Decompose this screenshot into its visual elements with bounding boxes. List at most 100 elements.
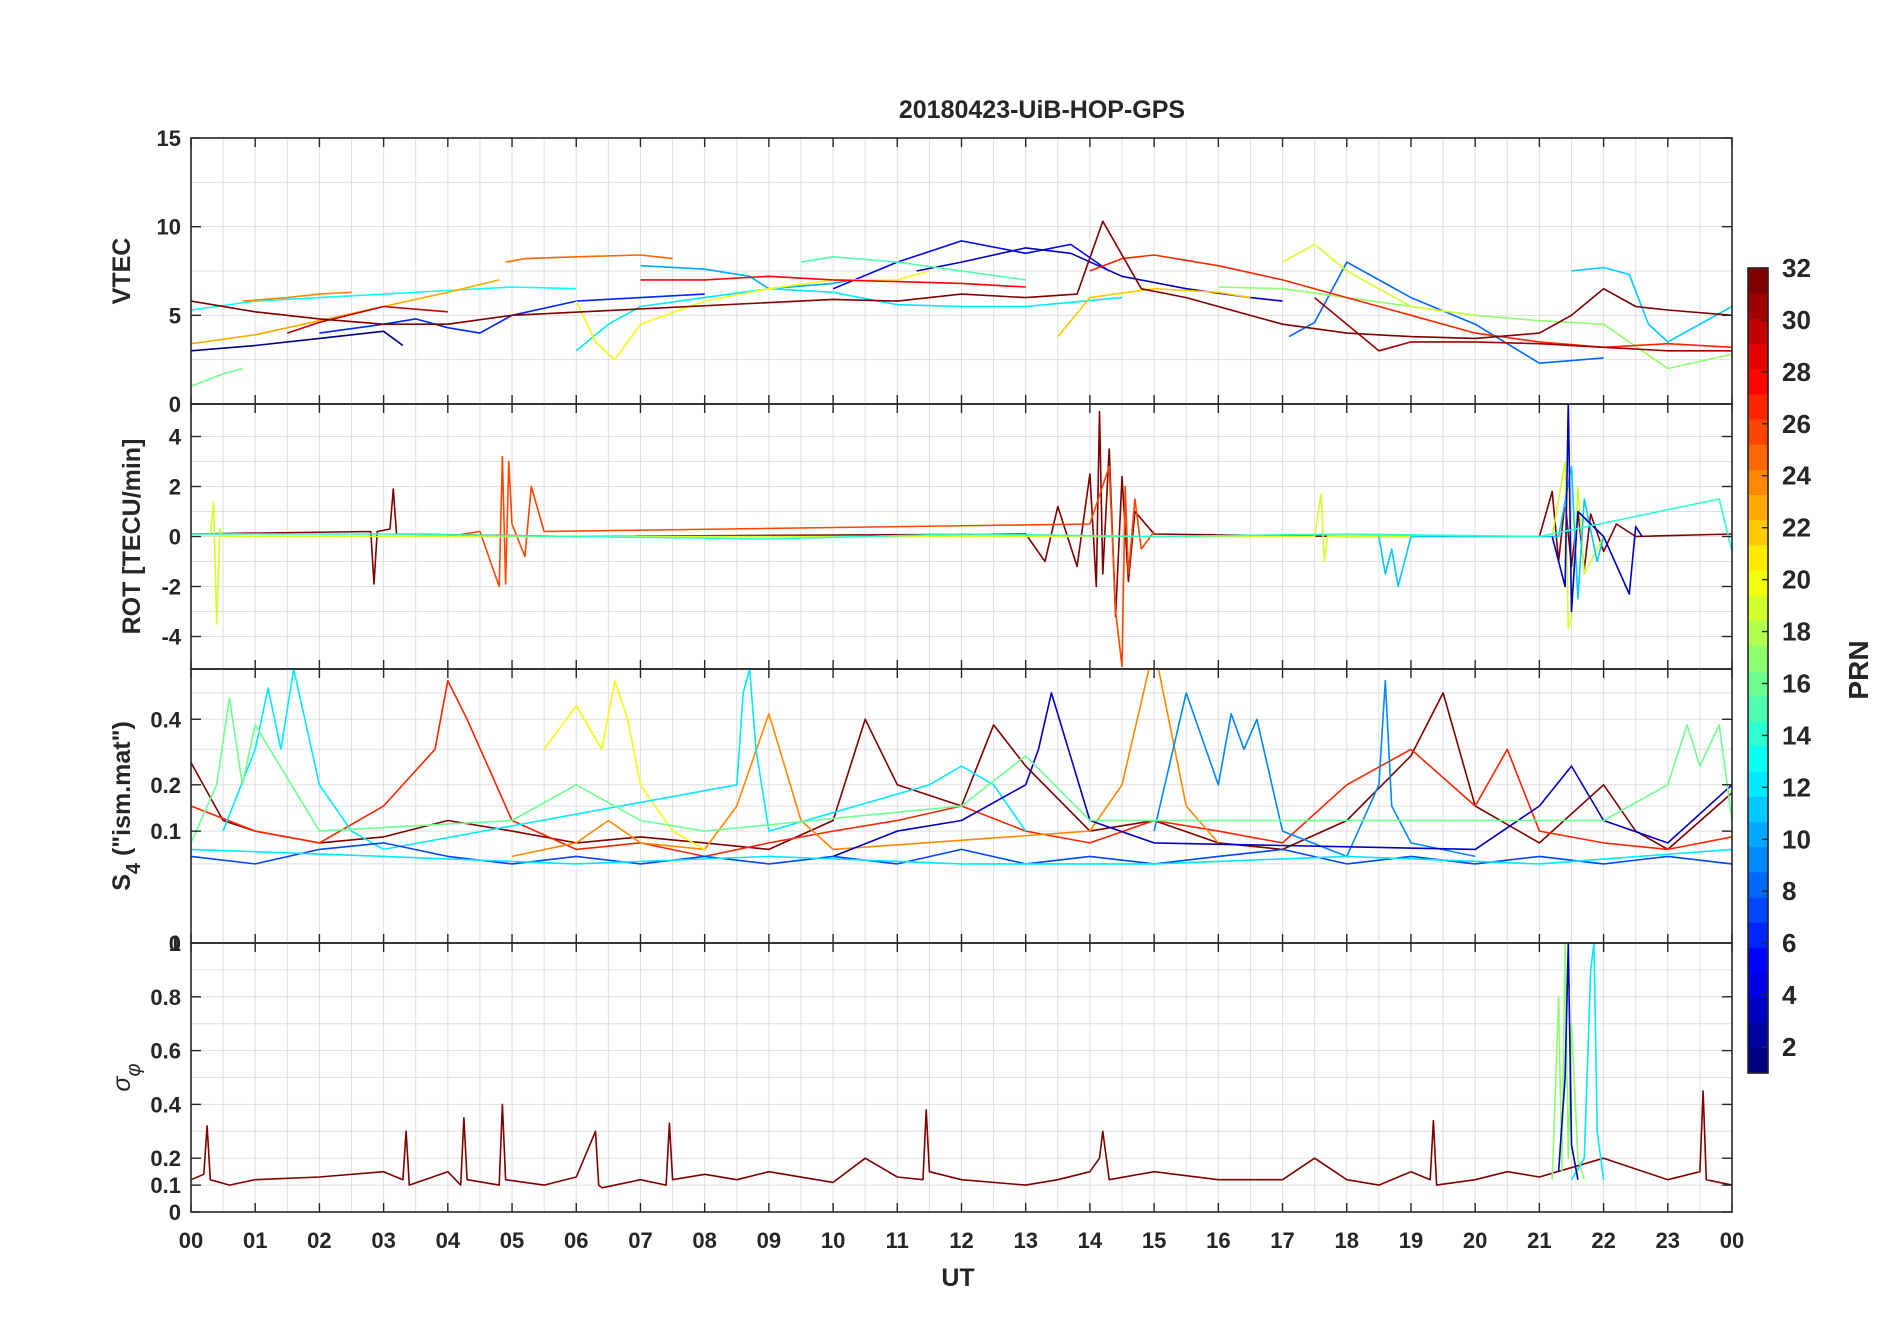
s4-series-prn-3 <box>832 692 1732 858</box>
x-tick-label: 00 <box>1720 1228 1744 1253</box>
x-tick-label: 14 <box>1078 1228 1103 1253</box>
x-tick-label: 00 <box>179 1228 203 1253</box>
s4-series-prn-12 <box>222 669 1027 851</box>
colorbar-tick-label: 28 <box>1782 357 1811 387</box>
sigma-y-tick-label-extra: 1 <box>169 931 181 956</box>
x-tick-label: 02 <box>307 1228 331 1253</box>
colorbar-segment <box>1748 670 1768 697</box>
colorbar-tick-label: 10 <box>1782 824 1811 854</box>
vtec-y-tick-label: 5 <box>169 303 181 328</box>
sigma-series-group <box>191 943 1732 1189</box>
vtec-series-prn-19 <box>1282 243 1476 317</box>
sigma-y-tick-label: 0 <box>169 1200 181 1225</box>
vtec-series-prn-10 <box>640 264 853 290</box>
rot-series-group <box>191 404 1732 668</box>
panel-s4: 0.1 0.2 0.4 0 S4 ("ism.mat") <box>108 668 1733 956</box>
colorbar-segment <box>1748 318 1768 345</box>
colorbar-tick-label: 6 <box>1782 928 1796 958</box>
vtec-y-tick-label: 0 <box>169 392 181 417</box>
colorbar-segment <box>1748 268 1768 294</box>
colorbar-tick-label: 16 <box>1782 668 1811 698</box>
colorbar-tick-label: 30 <box>1782 305 1811 335</box>
x-tick-label: 16 <box>1206 1228 1230 1253</box>
vtec-series-prn-8 <box>1288 261 1604 364</box>
s4-y-tick-label: 0.4 <box>150 707 181 732</box>
colorbar-tick-label: 12 <box>1782 772 1811 802</box>
x-tick-label: 13 <box>1013 1228 1037 1253</box>
colorbar-segment <box>1748 695 1768 722</box>
rot-series-prn-3 <box>1551 404 1643 613</box>
colorbar-segment <box>1748 1047 1768 1074</box>
sigma-series-prn-32 <box>191 1090 1732 1189</box>
vtec-series-prn-23 <box>191 279 500 345</box>
colorbar-segment <box>1748 393 1768 420</box>
s4-series-prn-7 <box>191 842 1732 865</box>
colorbar-segment <box>1748 771 1768 797</box>
colorbar-segment <box>1748 494 1768 521</box>
colorbar-tick-label: 8 <box>1782 876 1796 906</box>
s4-y-tick-label-extra: 0 <box>169 931 181 956</box>
x-tick-label: 21 <box>1527 1228 1551 1253</box>
x-tick-label: 07 <box>628 1228 652 1253</box>
colorbar-tick-label: 18 <box>1782 617 1811 647</box>
sigma-series-prn-12 <box>1570 943 1605 1181</box>
rot-y-axis-label: ROT [TECU/min] <box>118 439 146 635</box>
vtec-series-prn-15 <box>800 256 1026 281</box>
vtec-series-prn-28 <box>640 275 1026 288</box>
colorbar-segment <box>1748 720 1768 747</box>
sigma-y-tick-label: 0.4 <box>150 1092 181 1117</box>
x-tick-label: 03 <box>371 1228 395 1253</box>
x-tick-label: 12 <box>949 1228 973 1253</box>
vtec-series-prn-20 <box>575 270 930 361</box>
x-tick-label: 10 <box>821 1228 845 1253</box>
colorbar-segment <box>1748 519 1768 546</box>
x-tick-label: 11 <box>886 1228 909 1253</box>
colorbar-tick-label: 22 <box>1782 513 1811 543</box>
sigma-y-axis-label: σφ <box>108 1063 145 1091</box>
x-tick-label: 09 <box>757 1228 781 1253</box>
colorbar-segment <box>1748 368 1768 395</box>
colorbar-segment <box>1748 745 1768 772</box>
colorbar-segment <box>1748 544 1768 571</box>
colorbar-segment <box>1748 871 1768 898</box>
s4-y-tick-label: 0.1 <box>150 819 181 844</box>
vtec-series-prn-24 <box>242 291 352 302</box>
s4-series-prn-32 <box>191 692 1732 851</box>
colorbar-segment <box>1748 796 1768 823</box>
colorbar-tick-label: 32 <box>1782 253 1811 283</box>
panel-rot: -4 -2 0 2 4 ROT [TECU/min] <box>118 403 1733 670</box>
s4-y-axis-label: S4 ("ism.mat") <box>108 721 145 891</box>
vtec-series-prn-32 <box>191 220 1732 340</box>
s4-series-prn-9 <box>1153 679 1476 858</box>
vtec-series-prn-1 <box>191 330 404 352</box>
vtec-y-tick-label: 15 <box>157 126 181 151</box>
vtec-series-prn-5 <box>832 240 1110 290</box>
sigma-y-tick-label: 0.8 <box>150 985 181 1010</box>
colorbar-segment <box>1748 1022 1768 1049</box>
colorbar-tick-label: 20 <box>1782 565 1811 595</box>
vtec-series-prn-16 <box>191 367 243 388</box>
vtec-y-axis-label: VTEC <box>108 238 136 305</box>
x-tick-label: 18 <box>1335 1228 1359 1253</box>
colorbar-segment <box>1748 896 1768 923</box>
colorbar-label: PRN <box>1843 640 1874 699</box>
colorbar-tick-label: 14 <box>1782 720 1811 750</box>
colorbar-segment <box>1748 997 1768 1024</box>
colorbar-segment <box>1748 293 1768 319</box>
colorbar-tick-label: 4 <box>1782 980 1797 1010</box>
s4-series-prn-12 <box>191 848 1732 865</box>
rot-y-tick-label: 4 <box>169 425 182 450</box>
colorbar-segment <box>1748 846 1768 873</box>
rot-y-tick-label: 0 <box>169 525 181 550</box>
colorbar-segment <box>1748 947 1768 973</box>
vtec-series-prn-6 <box>319 293 705 334</box>
x-tick-label: 19 <box>1399 1228 1423 1253</box>
s4-series-prn-16 <box>191 697 1732 844</box>
x-tick-label: 04 <box>436 1228 461 1253</box>
sigma-y-tick-label: 0.6 <box>150 1039 181 1064</box>
x-tick-label: 08 <box>692 1228 716 1253</box>
s4-series-prn-27 <box>191 679 1732 858</box>
